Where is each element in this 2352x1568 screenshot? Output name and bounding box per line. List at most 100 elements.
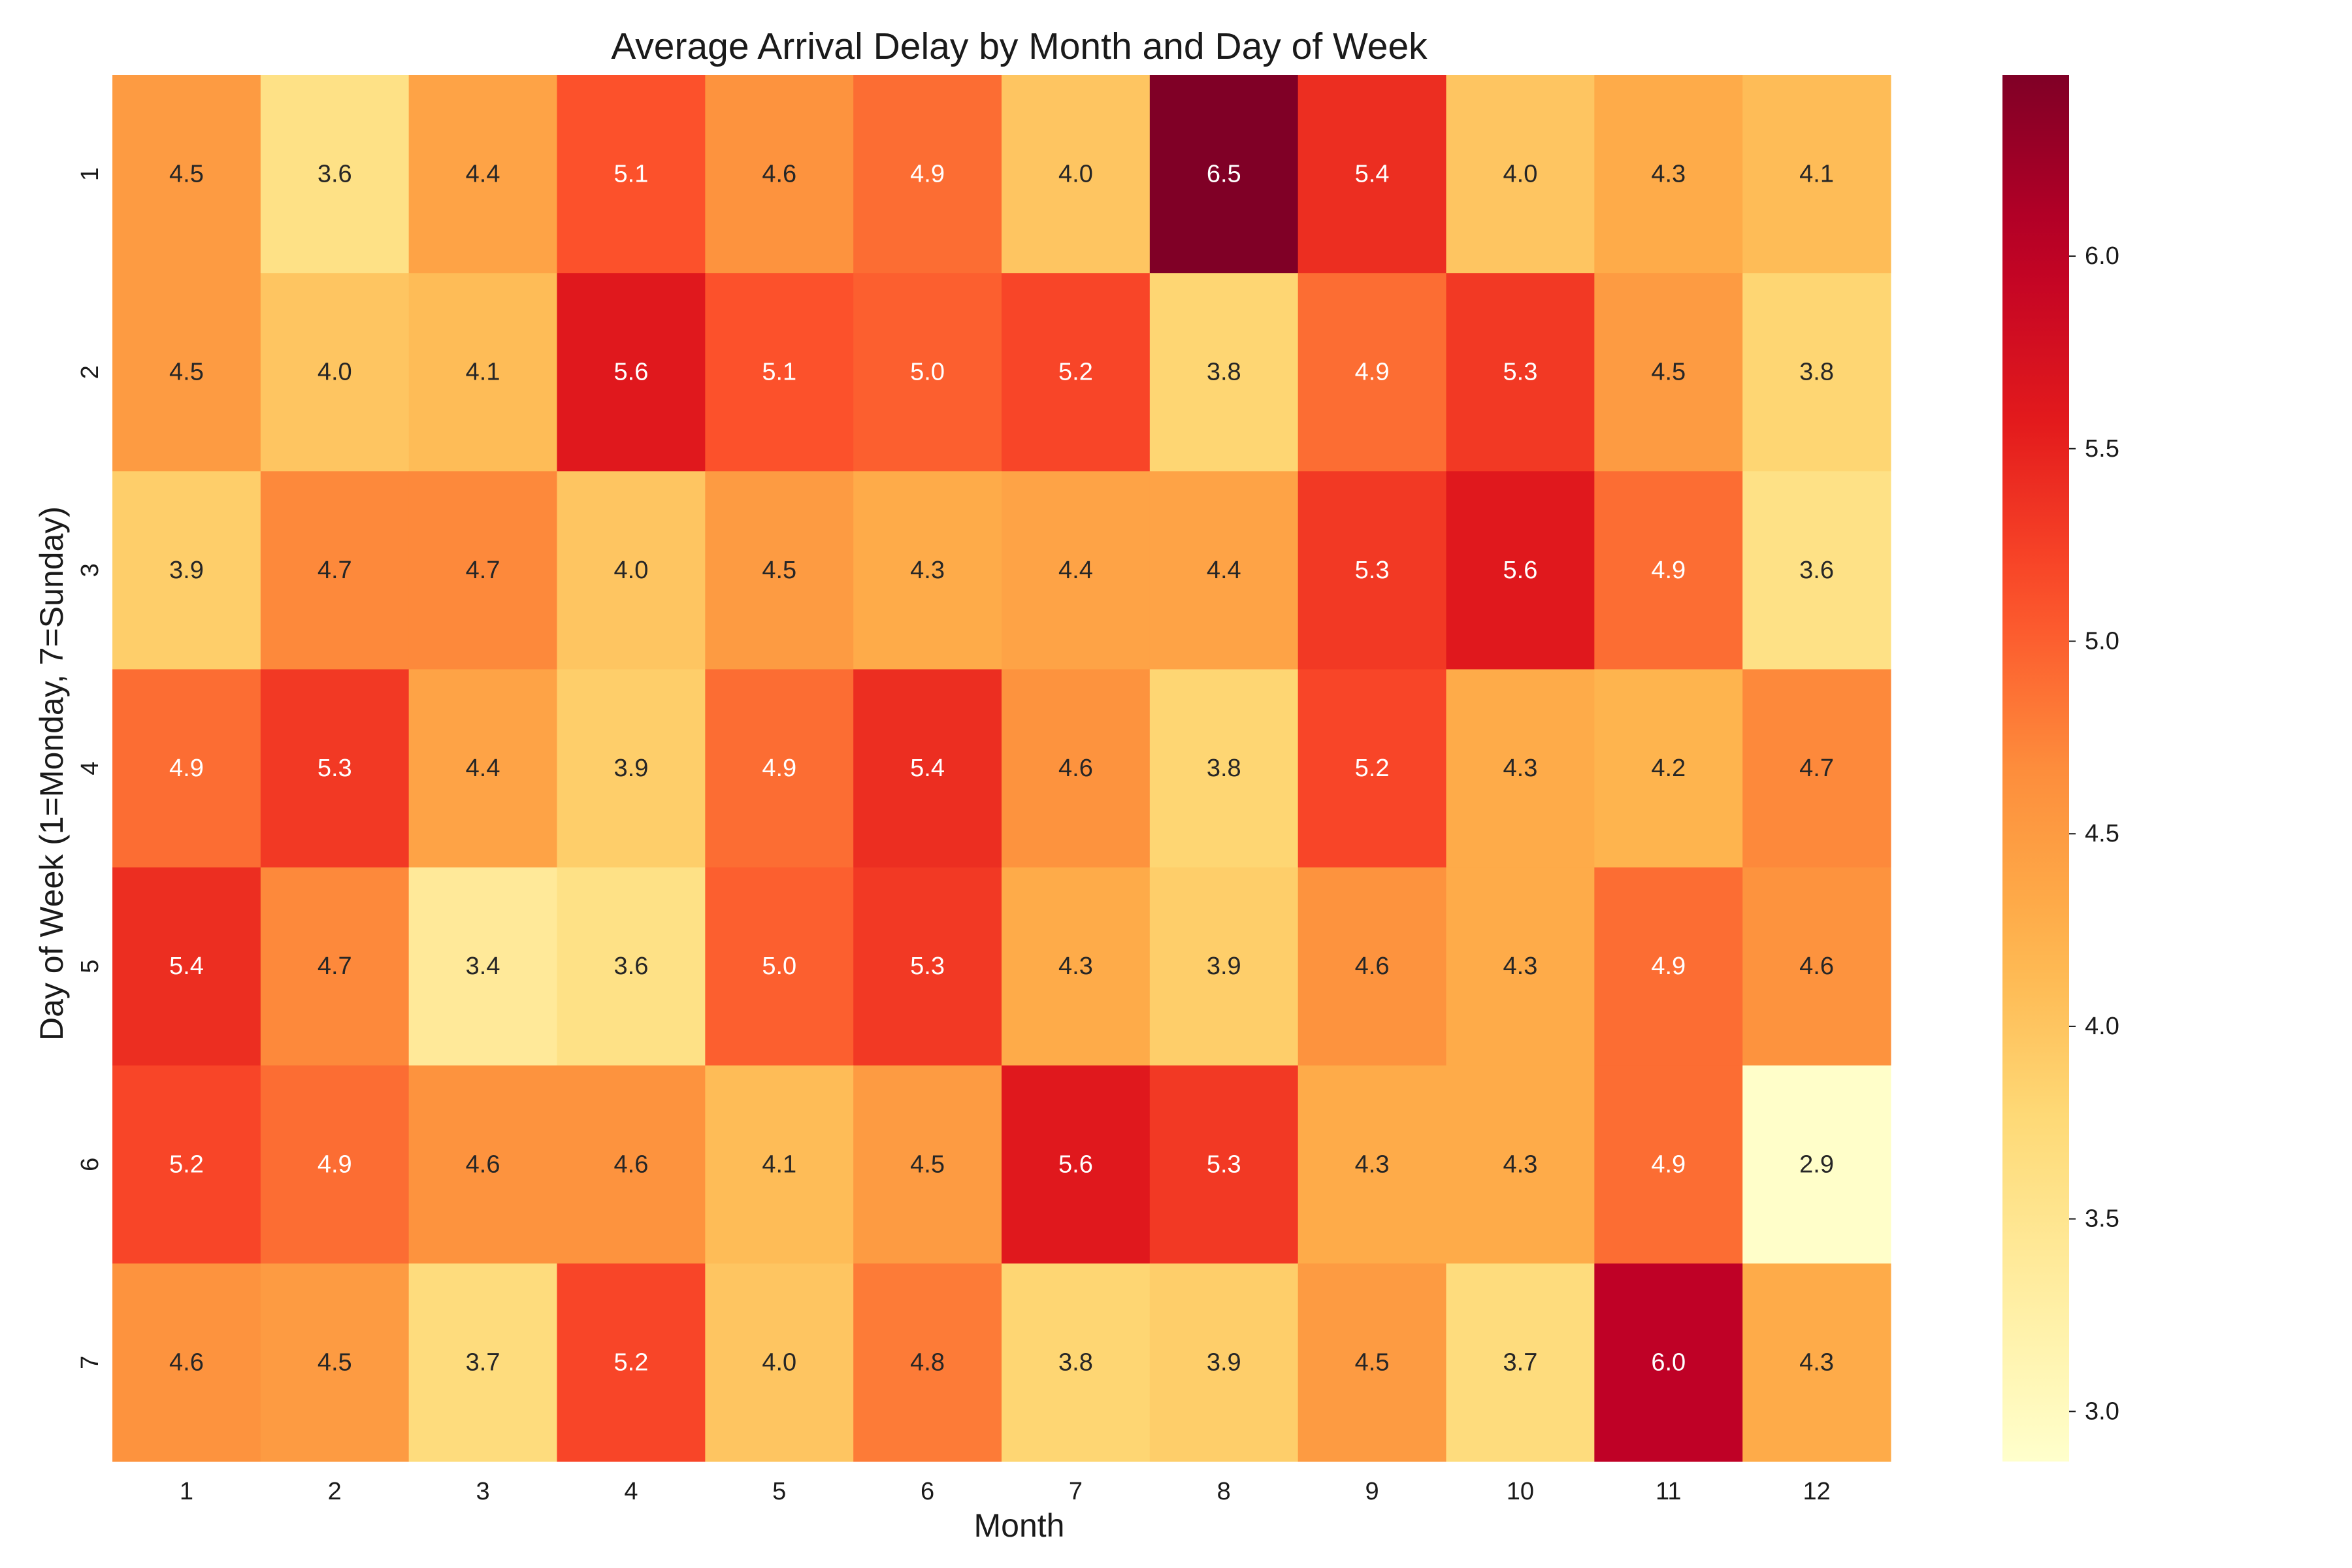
heatmap-cells: [112, 75, 1891, 1462]
y-tick-label: 4: [76, 761, 104, 775]
heatmap-cell: [1446, 75, 1595, 274]
heatmap-cell: [1594, 1263, 1743, 1462]
x-tick-label: 8: [1217, 1478, 1231, 1505]
heatmap-cell: [557, 471, 706, 670]
heatmap-cell: [853, 75, 1002, 274]
colorbar-gradient: [2002, 75, 2069, 1462]
cell-value-label: 5.6: [614, 359, 649, 386]
heatmap-cell: [557, 669, 706, 868]
heatmap-cell: [1149, 471, 1299, 670]
x-tick-label: 4: [624, 1478, 638, 1505]
heatmap-cell: [1594, 669, 1743, 868]
y-tick-label: 5: [76, 960, 104, 973]
heatmap-cell: [557, 75, 706, 274]
y-axis-title: Day of Week (1=Monday, 7=Sunday): [33, 506, 70, 1041]
cell-value-label: 4.3: [1503, 755, 1538, 782]
cell-value-label: 5.6: [1503, 557, 1538, 584]
heatmap-cell: [1446, 273, 1595, 472]
cell-value-label: 4.0: [318, 359, 352, 386]
heatmap-cell: [1594, 75, 1743, 274]
cell-value-label: 4.6: [466, 1151, 500, 1178]
heatmap-cell: [1002, 75, 1151, 274]
cell-value-label: 5.6: [1058, 1151, 1093, 1178]
cell-value-label: 4.8: [910, 1348, 945, 1376]
colorbar-tick-label: 6.0: [2085, 242, 2119, 270]
x-tick-label: 9: [1365, 1478, 1379, 1505]
heatmap-cell: [112, 669, 261, 868]
cell-value-label: 4.4: [1058, 557, 1093, 584]
x-tick-label: 12: [1803, 1478, 1830, 1505]
cell-value-label: 4.3: [1651, 161, 1686, 188]
heatmap-cell: [705, 273, 854, 472]
heatmap-cell: [1594, 867, 1743, 1066]
heatmap-cell: [1298, 471, 1446, 670]
colorbar-tick-label: 4.5: [2085, 820, 2119, 847]
heatmap-cell: [1149, 669, 1299, 868]
cell-value-label: 4.9: [1355, 359, 1390, 386]
cell-value-label: 3.7: [466, 1348, 500, 1376]
cell-value-label: 5.3: [318, 755, 352, 782]
heatmap-cell: [853, 1263, 1002, 1462]
heatmap-cell: [112, 471, 261, 670]
cell-value-label: 4.3: [1503, 953, 1538, 980]
heatmap-cell: [1742, 1263, 1891, 1462]
cell-value-label: 4.9: [762, 755, 796, 782]
cell-value-label: 4.9: [1651, 557, 1686, 584]
heatmap-cell: [1298, 669, 1446, 868]
heatmap-cell: [1002, 1263, 1151, 1462]
heatmap-cell: [1446, 471, 1595, 670]
cell-value-label: 5.2: [1058, 359, 1093, 386]
cell-value-label: 4.3: [1355, 1151, 1390, 1178]
heatmap-cell: [557, 1263, 706, 1462]
cell-value-label: 4.6: [1799, 953, 1834, 980]
cell-value-label: 4.1: [466, 359, 500, 386]
heatmap-cell: [1002, 1065, 1151, 1264]
heatmap-cell: [1742, 867, 1891, 1066]
colorbar-tick-label: 5.0: [2085, 627, 2119, 655]
heatmap-cell: [112, 1065, 261, 1264]
cell-value-label: 4.9: [169, 755, 204, 782]
cell-value-label: 5.3: [1207, 1151, 1241, 1178]
cell-value-label: 4.4: [466, 161, 500, 188]
cell-value-label: 5.3: [1355, 557, 1390, 584]
cell-value-label: 5.3: [910, 953, 945, 980]
cell-value-label: 4.9: [1651, 953, 1686, 980]
heatmap-cell: [1002, 867, 1151, 1066]
heatmap-cell: [408, 867, 557, 1066]
x-tick-label: 10: [1507, 1478, 1534, 1505]
cell-value-label: 3.6: [1799, 557, 1834, 584]
x-tick-label: 6: [921, 1478, 934, 1505]
heatmap-cell-labels: 4.5 3.6 4.4 5.1 4.6 4.9 4.0 6.5 5.4 4.0 4.3 4.1 4.5 4…: [169, 161, 1834, 1377]
cell-value-label: 4.5: [318, 1348, 352, 1376]
heatmap-cell: [1002, 471, 1151, 670]
cell-value-label: 3.4: [466, 953, 500, 980]
heatmap-cell: [260, 1065, 410, 1264]
heatmap-cell: [705, 1263, 854, 1462]
colorbar-tick-label: 3.0: [2085, 1397, 2119, 1425]
heatmap-cell: [1742, 1065, 1891, 1264]
cell-value-label: 4.3: [1503, 1151, 1538, 1178]
heatmap-cell: [557, 273, 706, 472]
heatmap-cell: [1742, 471, 1891, 670]
y-tick-label: 3: [76, 563, 104, 577]
colorbar-tick-label: 3.5: [2085, 1205, 2119, 1233]
heatmap-cell: [1298, 273, 1446, 472]
cell-value-label: 5.0: [910, 359, 945, 386]
cell-value-label: 4.7: [318, 557, 352, 584]
cell-value-label: 4.4: [466, 755, 500, 782]
heatmap-cell: [853, 471, 1002, 670]
heatmap-cell: [1742, 273, 1891, 472]
heatmap-cell: [408, 1065, 557, 1264]
cell-value-label: 4.0: [1503, 161, 1538, 188]
heatmap-cell: [1149, 867, 1299, 1066]
cell-value-label: 3.9: [1207, 1348, 1241, 1376]
heatmap-cell: [408, 669, 557, 868]
heatmap-cell: [705, 669, 854, 868]
heatmap-cell: [1446, 1263, 1595, 1462]
x-tick-label: 5: [772, 1478, 786, 1505]
heatmap-cell: [1149, 1263, 1299, 1462]
heatmap-cell: [112, 75, 261, 274]
cell-value-label: 4.6: [762, 161, 796, 188]
cell-value-label: 5.0: [762, 953, 796, 980]
cell-value-label: 5.2: [169, 1151, 204, 1178]
